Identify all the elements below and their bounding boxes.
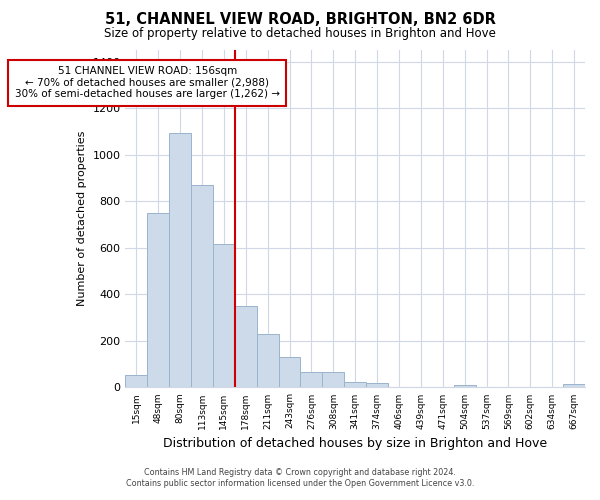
Text: Size of property relative to detached houses in Brighton and Hove: Size of property relative to detached ho… bbox=[104, 28, 496, 40]
Bar bbox=[257, 334, 278, 388]
Bar bbox=[235, 306, 257, 388]
Bar bbox=[454, 384, 476, 388]
Y-axis label: Number of detached properties: Number of detached properties bbox=[77, 131, 87, 306]
Bar bbox=[366, 383, 388, 388]
Bar bbox=[278, 356, 301, 388]
Bar bbox=[322, 372, 344, 388]
Text: 51 CHANNEL VIEW ROAD: 156sqm
← 70% of detached houses are smaller (2,988)
30% of: 51 CHANNEL VIEW ROAD: 156sqm ← 70% of de… bbox=[15, 66, 280, 100]
Bar bbox=[125, 374, 147, 388]
Bar bbox=[301, 372, 322, 388]
Bar bbox=[213, 244, 235, 388]
Bar bbox=[169, 132, 191, 388]
Bar bbox=[344, 382, 366, 388]
X-axis label: Distribution of detached houses by size in Brighton and Hove: Distribution of detached houses by size … bbox=[163, 437, 547, 450]
Text: Contains HM Land Registry data © Crown copyright and database right 2024.
Contai: Contains HM Land Registry data © Crown c… bbox=[126, 468, 474, 487]
Bar bbox=[147, 213, 169, 388]
Bar bbox=[563, 384, 585, 388]
Text: 51, CHANNEL VIEW ROAD, BRIGHTON, BN2 6DR: 51, CHANNEL VIEW ROAD, BRIGHTON, BN2 6DR bbox=[104, 12, 496, 28]
Bar bbox=[191, 185, 213, 388]
